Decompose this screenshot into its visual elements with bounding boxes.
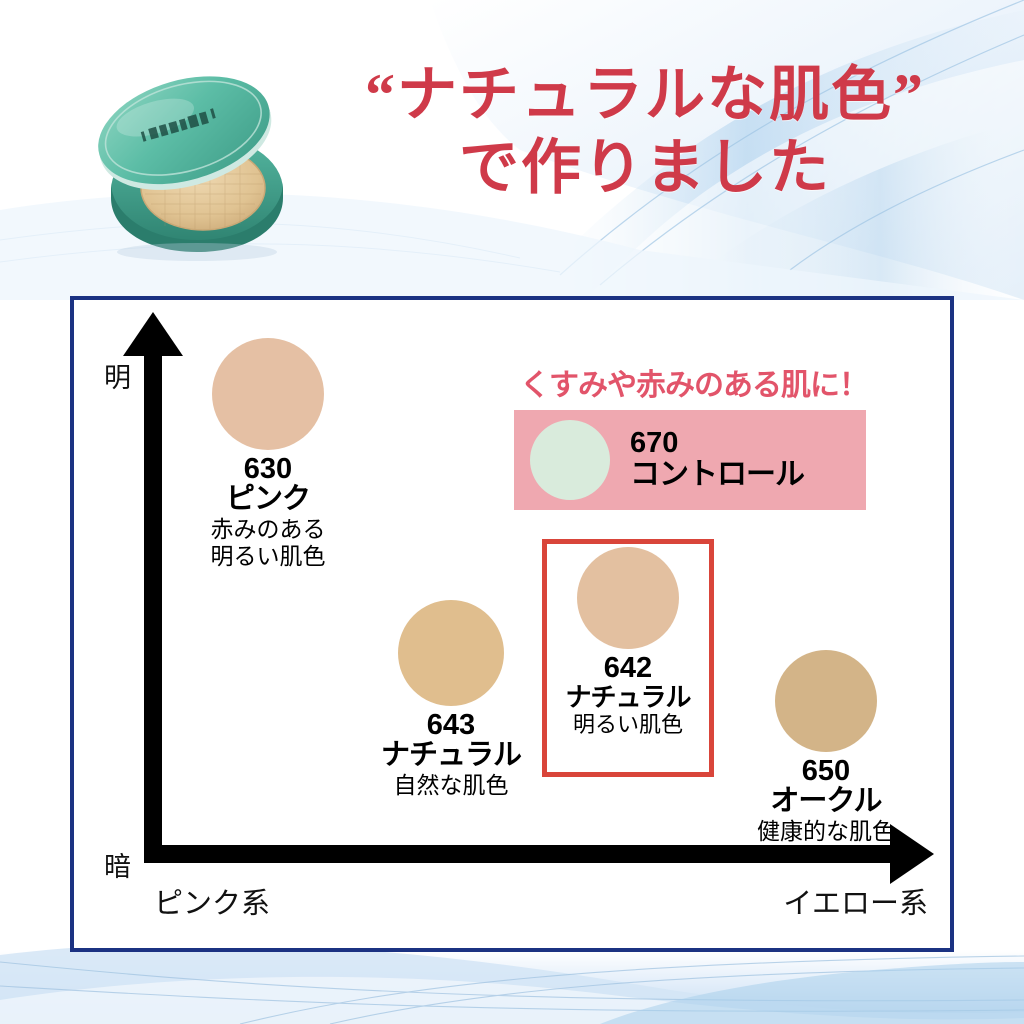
shade-desc-630-line2: 明るい肌色 — [210, 543, 326, 570]
shade-code-650: 650 — [801, 755, 851, 787]
shade-highlight-box-642 — [542, 539, 714, 777]
shade-code-643: 643 — [426, 709, 476, 741]
x-axis-label-pink: ピンク系 — [154, 888, 271, 920]
compact-powder-svg — [98, 76, 283, 261]
shade-swatch-630 — [212, 338, 324, 450]
shade-swatch-670 — [530, 420, 610, 500]
shade-code-630: 630 — [243, 453, 293, 485]
shade-item-643: 643 ナチュラル 自然な肌色 — [336, 600, 566, 799]
shade-swatch-642 — [577, 547, 679, 649]
shade-swatch-650 — [775, 650, 877, 752]
callout-band: 670 コントロール — [514, 410, 866, 510]
y-axis-label-bright: 明 — [104, 363, 131, 393]
shade-name-670: コントロール — [630, 458, 805, 491]
control-shade-callout: くすみや赤みのある肌に！ 670 コントロール — [514, 360, 874, 510]
shade-item-630: 630 ピンク 赤みのある 明るい肌色 — [158, 338, 378, 571]
headline-line-1: “ナチュラルな肌色” — [365, 62, 925, 128]
shade-desc-642: 明るい肌色 — [572, 712, 683, 738]
shade-item-642: 642 ナチュラル 明るい肌色 — [542, 547, 714, 738]
product-brand-mark — [140, 108, 216, 142]
shade-desc-650: 健康的な肌色 — [757, 818, 895, 845]
page-title: “ナチュラルな肌色” で作りました — [330, 62, 960, 202]
x-axis-label-yellow: イエロー系 — [783, 888, 928, 920]
callout-title: くすみや赤みのある肌に！ — [520, 369, 869, 402]
shade-chart-panel: 明 暗 ピンク系 イエロー系 くすみや赤みのある肌に！ 670 コントロール 6… — [70, 296, 954, 952]
shade-swatch-643 — [398, 600, 504, 706]
shade-desc-630-line1: 赤みのある — [210, 516, 326, 543]
shade-code-670: 670 — [630, 427, 679, 459]
shade-name-650: オークル — [770, 785, 882, 818]
headline-line-2: で作りました — [459, 135, 831, 202]
y-axis-label-dark: 暗 — [104, 852, 131, 882]
shade-code-642: 642 — [603, 652, 653, 684]
y-axis-arrow — [123, 312, 183, 863]
shade-name-630: ピンク — [225, 483, 311, 516]
product-image-compact-powder — [85, 62, 295, 262]
chart-axes — [123, 312, 934, 884]
shade-name-642: ナチュラル — [565, 682, 691, 713]
shade-desc-643: 自然な肌色 — [393, 772, 509, 799]
shade-item-650: 650 オークル 健康的な肌色 — [720, 650, 932, 845]
shade-name-643: ナチュラル — [380, 739, 522, 772]
x-axis-arrow — [144, 824, 934, 884]
